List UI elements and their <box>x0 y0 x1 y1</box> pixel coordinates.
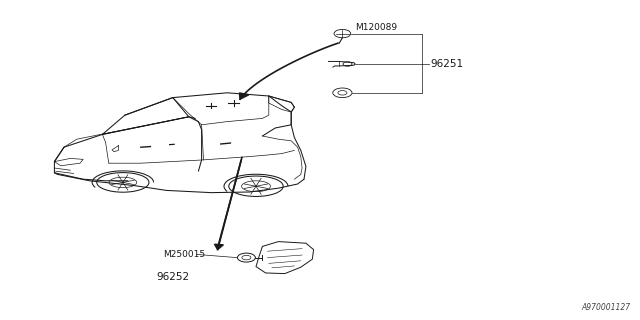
Text: M250015: M250015 <box>163 250 205 259</box>
Text: M120089: M120089 <box>355 23 397 32</box>
Polygon shape <box>214 244 223 250</box>
Polygon shape <box>239 93 249 99</box>
Text: 96251: 96251 <box>430 59 463 69</box>
Text: A970001127: A970001127 <box>581 303 630 312</box>
Text: 96252: 96252 <box>157 272 190 282</box>
